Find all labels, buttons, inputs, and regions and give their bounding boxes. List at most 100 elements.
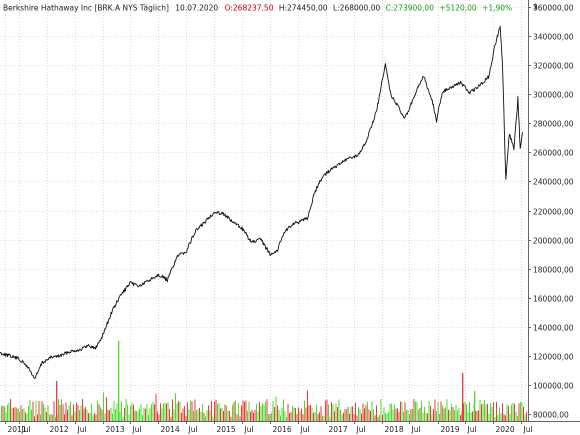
volume-bar bbox=[518, 403, 520, 421]
volume-bar bbox=[212, 416, 214, 421]
volume-bar bbox=[494, 417, 496, 421]
volume-bar bbox=[4, 406, 5, 421]
volume-bar bbox=[259, 402, 260, 421]
volume-bar bbox=[337, 407, 338, 421]
volume-bar bbox=[260, 406, 262, 421]
volume-bar bbox=[446, 399, 448, 421]
volume-bar bbox=[289, 413, 290, 421]
volume-bar bbox=[503, 414, 505, 421]
volume-bar bbox=[458, 407, 460, 421]
volume-bar bbox=[481, 404, 482, 421]
volume-bar bbox=[304, 400, 305, 421]
volume-bar bbox=[14, 407, 16, 421]
volume-bar bbox=[361, 413, 362, 421]
y-tick-label: 120000,00 bbox=[533, 352, 574, 361]
x-tick-label: Jul bbox=[467, 425, 477, 434]
volume-bar bbox=[389, 403, 391, 421]
volume-bar bbox=[169, 409, 170, 421]
volume-bar bbox=[233, 401, 235, 421]
volume-bar bbox=[523, 406, 524, 421]
volume-bar bbox=[298, 407, 299, 421]
volume-bar bbox=[274, 407, 275, 421]
volume-bar bbox=[356, 415, 358, 421]
volume-bar bbox=[203, 412, 205, 421]
volume-bar bbox=[352, 406, 353, 421]
header-low: L:268000,00 bbox=[333, 4, 380, 13]
volume-bar bbox=[44, 407, 46, 421]
volume-bar bbox=[370, 411, 371, 421]
volume-bar bbox=[272, 401, 274, 421]
volume-bar bbox=[474, 391, 476, 421]
volume-bar bbox=[140, 403, 142, 421]
volume-bar bbox=[76, 402, 77, 421]
volume-bar bbox=[335, 403, 337, 421]
volume-bar bbox=[434, 399, 436, 421]
volume-bar bbox=[23, 408, 25, 421]
volume-bar bbox=[68, 405, 70, 421]
x-tick-label: Jul bbox=[411, 425, 421, 434]
volume-bar bbox=[391, 403, 392, 421]
price-line bbox=[0, 25, 523, 379]
volume-bar bbox=[392, 409, 394, 421]
y-tick-label: 180000,00 bbox=[533, 265, 574, 274]
volume-bar bbox=[400, 401, 401, 421]
volume-bar bbox=[509, 414, 511, 421]
volume-bar bbox=[13, 407, 14, 421]
volume-bar bbox=[91, 403, 92, 421]
volume-bar bbox=[206, 410, 208, 421]
volume-bar bbox=[404, 402, 406, 421]
chart-header: Berkshire Hathaway Inc [BRK.A NYS Täglic… bbox=[3, 4, 512, 13]
volume-bar bbox=[347, 406, 349, 421]
volume-bar bbox=[478, 410, 479, 421]
volume-bar bbox=[149, 408, 151, 421]
x-tick-label: 2012 bbox=[50, 425, 69, 434]
volume-bar bbox=[178, 401, 179, 421]
volume-bar bbox=[5, 412, 7, 421]
volume-bar bbox=[118, 341, 120, 421]
volume-bar bbox=[244, 401, 245, 421]
volume-bar bbox=[92, 415, 94, 421]
volume-bar bbox=[19, 411, 20, 421]
volume-bar bbox=[374, 415, 376, 421]
volume-bar bbox=[395, 408, 397, 421]
volume-bar bbox=[418, 409, 419, 421]
volume-bar bbox=[17, 408, 19, 421]
volume-bar bbox=[221, 407, 223, 421]
volume-bar bbox=[25, 412, 26, 421]
volume-bar bbox=[28, 405, 29, 421]
volume-bar bbox=[97, 400, 98, 421]
volume-bar bbox=[133, 404, 134, 421]
volume-bar bbox=[436, 411, 437, 421]
volume-bar bbox=[161, 408, 163, 421]
y-axis-unit: $ bbox=[533, 2, 538, 11]
volume-bar bbox=[236, 414, 238, 421]
volume-bar bbox=[112, 413, 113, 421]
volume-bar bbox=[332, 404, 334, 421]
volume-bar bbox=[217, 403, 218, 421]
volume-bar bbox=[197, 408, 199, 421]
volume-bar bbox=[163, 403, 164, 421]
header-date: 10.07.2020 bbox=[175, 4, 218, 13]
x-tick-label: Jul bbox=[244, 425, 254, 434]
volume-bar bbox=[164, 402, 166, 421]
volume-bar bbox=[320, 406, 322, 421]
volume-bar bbox=[109, 410, 110, 421]
volume-bar bbox=[269, 413, 271, 421]
volume-bar bbox=[319, 412, 320, 421]
volume-bar bbox=[110, 407, 112, 421]
volume-bar bbox=[223, 411, 224, 421]
volume-bar bbox=[94, 413, 95, 421]
volume-bar bbox=[310, 405, 311, 421]
volume-bar bbox=[124, 408, 125, 421]
volume-bar bbox=[479, 399, 481, 421]
volume-bar bbox=[467, 412, 469, 421]
volume-bar bbox=[175, 393, 176, 421]
volume-bar bbox=[152, 401, 154, 421]
volume-bar bbox=[230, 416, 232, 421]
y-tick-label: 320000,00 bbox=[533, 61, 574, 70]
volume-bar bbox=[299, 411, 301, 421]
volume-bar bbox=[157, 411, 158, 421]
volume-bar bbox=[166, 403, 167, 421]
volume-bar bbox=[53, 401, 55, 421]
volume-bar bbox=[52, 414, 53, 421]
